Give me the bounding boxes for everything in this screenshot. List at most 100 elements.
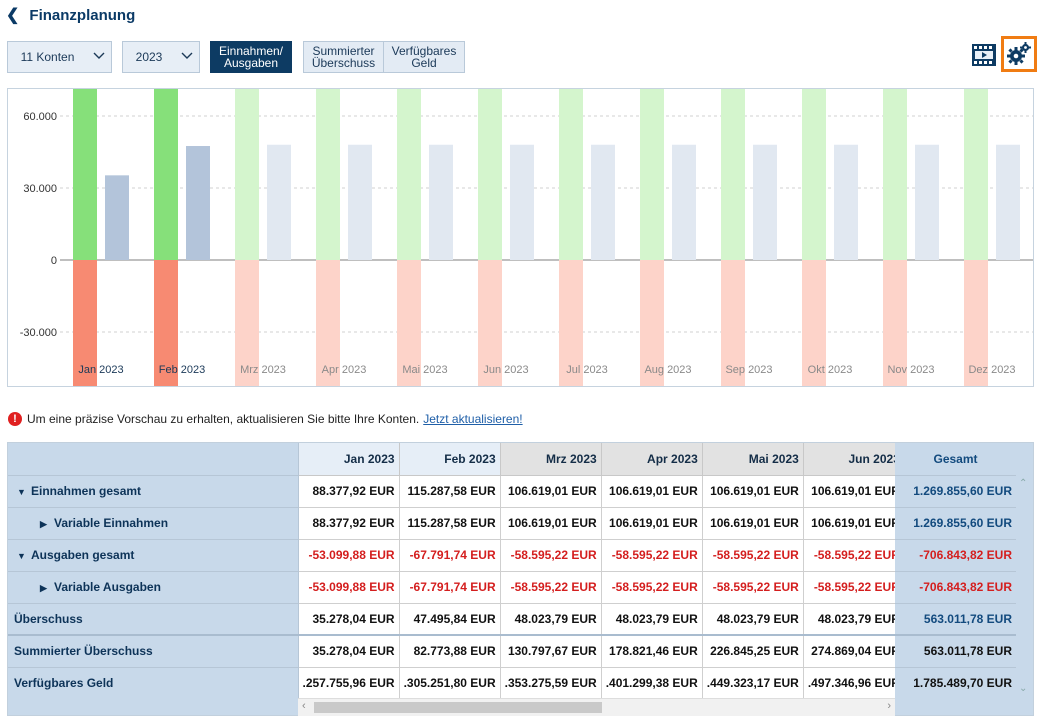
- y-tick-label: 30.000: [23, 183, 57, 195]
- total-cell: 1.785.489,70 EUR: [895, 667, 1016, 700]
- row-label[interactable]: ▶ Variable Einnahmen: [8, 507, 299, 540]
- scroll-up-icon[interactable]: ⌃: [1019, 478, 1028, 489]
- year-dropdown[interactable]: 2023: [122, 41, 200, 73]
- table-cell: 106.619,01 EUR: [500, 507, 602, 540]
- income-bar: [802, 89, 826, 260]
- balance-bar: [996, 144, 1020, 260]
- update-now-link[interactable]: Jetzt aktualisieren!: [423, 412, 523, 426]
- row-label: Überschuss: [8, 603, 299, 636]
- x-tick-label: Sep 2023: [725, 364, 772, 376]
- column-header[interactable]: Mai 2023: [702, 443, 804, 476]
- x-tick-label: Apr 2023: [322, 364, 367, 376]
- table-cell: -58.595,22 EUR: [601, 571, 703, 604]
- horizontal-scrollbar[interactable]: ‹ ›: [298, 698, 895, 716]
- table-cell: 106.619,01 EUR: [803, 507, 905, 540]
- scroll-down-icon[interactable]: ⌄: [1019, 683, 1028, 694]
- scroll-right-icon[interactable]: ›: [887, 700, 891, 712]
- table-row: ▶ Variable Einnahmen 88.377,92 EUR 115.287,…: [8, 507, 905, 540]
- chevron-left-icon[interactable]: ❮: [6, 7, 20, 24]
- table-row: Summierter Überschuss 35.278,04 EUR 82.773…: [8, 634, 905, 668]
- table-cell: -58.595,22 EUR: [803, 571, 905, 604]
- table-row: Verfügbares Geld .257.755,96 EUR .305.251,…: [8, 667, 905, 700]
- x-tick-label: Mai 2023: [402, 364, 447, 376]
- expense-bar: [721, 260, 745, 386]
- balance-bar: [753, 144, 777, 260]
- settings-button[interactable]: [1001, 36, 1037, 72]
- table-cell: 88.377,92 EUR: [298, 475, 400, 508]
- update-accounts-alert: ! Um eine präzise Vorschau zu erhalten, …: [8, 411, 523, 427]
- caret-right-icon[interactable]: ▶: [40, 519, 47, 529]
- accounts-dropdown-label: 11 Konten: [20, 50, 75, 64]
- table-cell: 106.619,01 EUR: [702, 507, 804, 540]
- table-cell: .497.346,96 EUR: [803, 667, 905, 700]
- row-label[interactable]: ▼ Ausgaben gesamt: [8, 539, 299, 572]
- total-cell: -706.843,82 EUR: [895, 571, 1016, 604]
- table-cell: 130.797,67 EUR: [500, 634, 602, 668]
- row-label[interactable]: ▶ Variable Ausgaben: [8, 571, 299, 604]
- view-summed-surplus-button[interactable]: Summierter Überschuss: [303, 41, 384, 73]
- table-cell: 106.619,01 EUR: [601, 475, 703, 508]
- caret-down-icon[interactable]: ▼: [17, 551, 26, 561]
- vertical-scrollbar[interactable]: ⌃ ⌄: [1016, 474, 1033, 698]
- film-icon[interactable]: [972, 44, 996, 66]
- income-bar: [559, 89, 583, 260]
- table-cell: -58.595,22 EUR: [803, 539, 905, 572]
- table-cell: 48.023,79 EUR: [500, 603, 602, 636]
- expense-bar: [316, 260, 340, 386]
- main-table: Jan 2023 Feb 2023 Mrz 2023 Apr 2023 Mai 2023…: [8, 443, 905, 700]
- table-cell: -58.595,22 EUR: [500, 539, 602, 572]
- column-header[interactable]: Jun 2023: [803, 443, 905, 476]
- table-row: Überschuss 35.278,04 EUR 47.495,84 EUR 48.0…: [8, 603, 905, 636]
- table-row: ▶ Variable Ausgaben -53.099,88 EUR -67.791,…: [8, 571, 905, 604]
- x-tick-label: Okt 2023: [808, 364, 853, 376]
- row-label-text: Variable Einnahmen: [54, 516, 169, 530]
- x-tick-label: Nov 2023: [887, 364, 934, 376]
- expense-bar: [73, 260, 97, 386]
- income-bar: [964, 89, 988, 260]
- accounts-dropdown[interactable]: 11 Konten: [7, 41, 112, 73]
- column-header[interactable]: Feb 2023: [399, 443, 501, 476]
- row-label-text: Variable Ausgaben: [54, 580, 161, 594]
- balance-bar: [186, 146, 210, 260]
- row-label[interactable]: ▼ Einnahmen gesamt: [8, 475, 299, 508]
- y-tick-label: 60.000: [23, 111, 57, 123]
- year-dropdown-label: 2023: [135, 50, 163, 64]
- table-cell: -53.099,88 EUR: [298, 539, 400, 572]
- table-cell: .401.299,38 EUR: [601, 667, 703, 700]
- total-cell: 563.011,78 EUR: [895, 634, 1016, 668]
- scrollbar-thumb[interactable]: [314, 702, 602, 713]
- column-header[interactable]: Apr 2023: [601, 443, 703, 476]
- total-header[interactable]: Gesamt: [895, 443, 1016, 476]
- row-label: Verfügbares Geld: [8, 667, 299, 700]
- table-cell: 106.619,01 EUR: [702, 475, 804, 508]
- view-available-money-button[interactable]: Verfügbares Geld: [383, 41, 465, 73]
- caret-down-icon[interactable]: ▼: [17, 487, 26, 497]
- column-header[interactable]: Jan 2023: [298, 443, 400, 476]
- table-cell: 88.377,92 EUR: [298, 507, 400, 540]
- column-header[interactable]: Mrz 2023: [500, 443, 602, 476]
- planning-table: Jan 2023 Feb 2023 Mrz 2023 Apr 2023 Mai 2023…: [7, 442, 1034, 716]
- table-cell: 82.773,88 EUR: [399, 634, 501, 668]
- row-label-text: Verfügbares Geld: [14, 676, 114, 690]
- gears-icon: [1007, 42, 1031, 65]
- x-tick-label: Feb 2023: [159, 364, 205, 376]
- x-tick-label: Jun 2023: [483, 364, 528, 376]
- caret-right-icon[interactable]: ▶: [40, 583, 47, 593]
- table-cell: -58.595,22 EUR: [702, 571, 804, 604]
- view-income-expenses-button[interactable]: Einnahmen/ Ausgaben: [210, 41, 292, 73]
- table-row: ▼ Ausgaben gesamt -53.099,88 EUR -67.791,74…: [8, 539, 905, 572]
- y-tick-label: 0: [51, 255, 57, 267]
- toolbar: 11 Konten 2023 Einnahmen/ Ausgaben Summi…: [7, 36, 1038, 74]
- expense-bar: [964, 260, 988, 386]
- table-cell: 47.495,84 EUR: [399, 603, 501, 636]
- balance-bar: [915, 144, 939, 260]
- balance-bar: [672, 144, 696, 260]
- balance-bar: [105, 175, 129, 260]
- x-tick-label: Jan 2023: [78, 364, 123, 376]
- page-title: Finanzplanung: [29, 6, 136, 24]
- row-label-text: Ausgaben gesamt: [31, 548, 135, 562]
- income-bar: [235, 89, 259, 260]
- table-cell: 178.821,46 EUR: [601, 634, 703, 668]
- row-label-text: Summierter Überschuss: [14, 644, 153, 659]
- scroll-left-icon[interactable]: ‹: [302, 700, 306, 712]
